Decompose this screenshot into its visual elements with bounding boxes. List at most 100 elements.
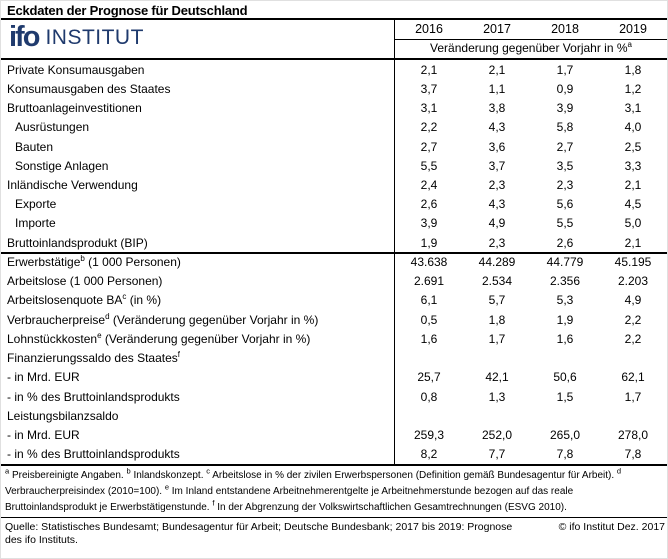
cell-value: 3,6 [488, 139, 506, 154]
row-label-text: Arbeitslose (1 000 Personen) [7, 274, 163, 289]
cell-value: 3,7 [420, 81, 438, 96]
cell-value: 2,1 [420, 62, 438, 77]
cell-value: 50,6 [553, 370, 577, 385]
cell-value: 265,0 [549, 428, 581, 443]
cell-value: 62,1 [621, 370, 645, 385]
row-label-text: Importe [15, 216, 56, 231]
row-label: Sonstige Anlagen [1, 159, 395, 173]
cell-value: 2,2 [624, 331, 642, 346]
row-label-text: Inländische Verwendung [7, 178, 138, 193]
year-column-2019: 2019 [619, 22, 647, 36]
footnote-mark: c [122, 292, 127, 302]
year-column-2017: 2017 [483, 22, 511, 36]
source-row: Quelle: Statistisches Bundesamt; Bundesa… [5, 521, 665, 547]
cell-value: 5,3 [556, 293, 574, 308]
cell-value: 2.534 [481, 274, 513, 289]
divider-above-source [1, 517, 667, 518]
row-label-suffix: (1 000 Personen) [84, 254, 181, 269]
cell-value: 2.203 [617, 274, 649, 289]
cell-value: 4,3 [488, 197, 506, 212]
row-label-text: Private Konsumausgaben [7, 62, 145, 77]
cell-value: 5,0 [624, 216, 642, 231]
year-column-headers: 2016 2017 2018 2019 [395, 22, 667, 38]
table-row: - in Mrd. EUR 259,3 252,0 265,0 278,0 [1, 425, 667, 444]
table-row: Exporte 2,6 4,3 5,6 4,5 [1, 195, 667, 214]
row-label: Ausrüstungen [1, 120, 395, 134]
row-label-text: Konsumausgaben des Staates [7, 81, 171, 96]
copyright-text: © ifo Institut Dez. 2017 [558, 521, 665, 533]
row-label-text: Exporte [15, 197, 57, 212]
footnote-mark: a [5, 466, 10, 476]
logo-ifo-wordmark: ifo [9, 21, 40, 53]
cell-value: 3,7 [488, 158, 506, 173]
cell-value: 42,1 [485, 370, 509, 385]
table-row: Arbeitslosenquote BAc (in %) 6,1 5,7 5,3 4,9 [1, 291, 667, 310]
cell-value: 2,1 [624, 178, 642, 193]
divider-table-bottom [1, 464, 667, 466]
table-row: Bruttoinlandsprodukt (BIP) 1,9 2,3 2,6 2,1 [1, 233, 667, 252]
table-row: - in % des Bruttoinlandsprodukts 8,2 7,7 7,… [1, 445, 667, 464]
cell-value: 2,2 [420, 120, 438, 135]
cell-value: 1,8 [488, 312, 506, 327]
row-label: - in % des Bruttoinlandsprodukts [1, 390, 395, 404]
table-row: Finanzierungssaldo des Staatesf [1, 349, 667, 368]
row-label: - in Mrd. EUR [1, 428, 395, 442]
cell-value: 1,7 [624, 389, 642, 404]
footnote-text: Im Inland entstandene Arbeitnehmerentgel… [5, 486, 574, 513]
divider-under-title [1, 18, 667, 20]
footnote-text: Arbeitslose in % der zivilen Erwerbspers… [212, 470, 615, 481]
footnote-mark: d [105, 311, 110, 321]
cell-value: 3,5 [556, 158, 574, 173]
row-label: Bauten [1, 140, 395, 154]
cell-value: 4,9 [624, 293, 642, 308]
row-label-text: Ausrüstungen [15, 120, 90, 135]
footnote-text: Preisbereinigte Angaben. [11, 470, 124, 481]
table-row: Inländische Verwendung 2,4 2,3 2,3 2,1 [1, 175, 667, 194]
cell-value: 1,9 [420, 235, 438, 250]
unit-subheader: Veränderung gegenüber Vorjahr in %a [395, 41, 667, 57]
cell-value: 3,1 [420, 101, 438, 116]
cell-value: 2,7 [556, 139, 574, 154]
cell-value: 1,2 [624, 81, 642, 96]
year-column-2018: 2018 [551, 22, 579, 36]
row-label-text: - in Mrd. EUR [7, 370, 80, 385]
cell-value: 5,5 [556, 216, 574, 231]
cell-value: 2,6 [556, 235, 574, 250]
row-label: Bruttoinlandsprodukt (BIP) [1, 236, 395, 250]
cell-value: 1,8 [624, 62, 642, 77]
ifo-institut-logo: ifo INSTITUT [9, 23, 144, 52]
year-column-2016: 2016 [415, 22, 443, 36]
cell-value: 2.356 [549, 274, 581, 289]
cell-value: 1,5 [556, 389, 574, 404]
row-label-text: Sonstige Anlagen [15, 158, 109, 173]
cell-value: 4,5 [624, 197, 642, 212]
row-label-suffix: (Veränderung gegenüber Vorjahr in %) [101, 331, 311, 346]
cell-value: 3,1 [624, 101, 642, 116]
cell-value: 2,3 [556, 178, 574, 193]
footnote-mark: e [164, 482, 169, 492]
table-row: Erwerbstätigeb (1 000 Personen) 43.638 44.… [1, 252, 667, 271]
cell-value: 1,9 [556, 312, 574, 327]
column-divider [394, 20, 395, 466]
row-label-text: Erwerbstätige [7, 254, 81, 269]
row-label: - in % des Bruttoinlandsprodukts [1, 447, 395, 461]
footnote-text: Inlandskonzept. [133, 470, 204, 481]
cell-value: 0,8 [420, 389, 438, 404]
row-label-text: Bruttoinlandsprodukt (BIP) [7, 235, 148, 250]
cell-value: 3,9 [420, 216, 438, 231]
table-row: Bruttoanlageinvestitionen 3,1 3,8 3,9 3,1 [1, 98, 667, 117]
table-row: - in Mrd. EUR 25,7 42,1 50,6 62,1 [1, 368, 667, 387]
table-row: Sonstige Anlagen 5,5 3,7 3,5 3,3 [1, 156, 667, 175]
cell-value: 2,5 [624, 139, 642, 154]
cell-value: 45.195 [614, 254, 652, 269]
source-text: Quelle: Statistisches Bundesamt; Bundesa… [5, 521, 513, 546]
footnote-mark: c [206, 466, 211, 476]
table-row: Importe 3,9 4,9 5,5 5,0 [1, 214, 667, 233]
row-label: Finanzierungssaldo des Staatesf [1, 351, 395, 366]
unit-subheader-footnote-mark: a [627, 40, 632, 49]
footnote-mark: e [97, 330, 102, 340]
cell-value: 278,0 [617, 428, 649, 443]
table-row: - in % des Bruttoinlandsprodukts 0,8 1,3 1,… [1, 387, 667, 406]
row-label: Exporte [1, 197, 395, 211]
